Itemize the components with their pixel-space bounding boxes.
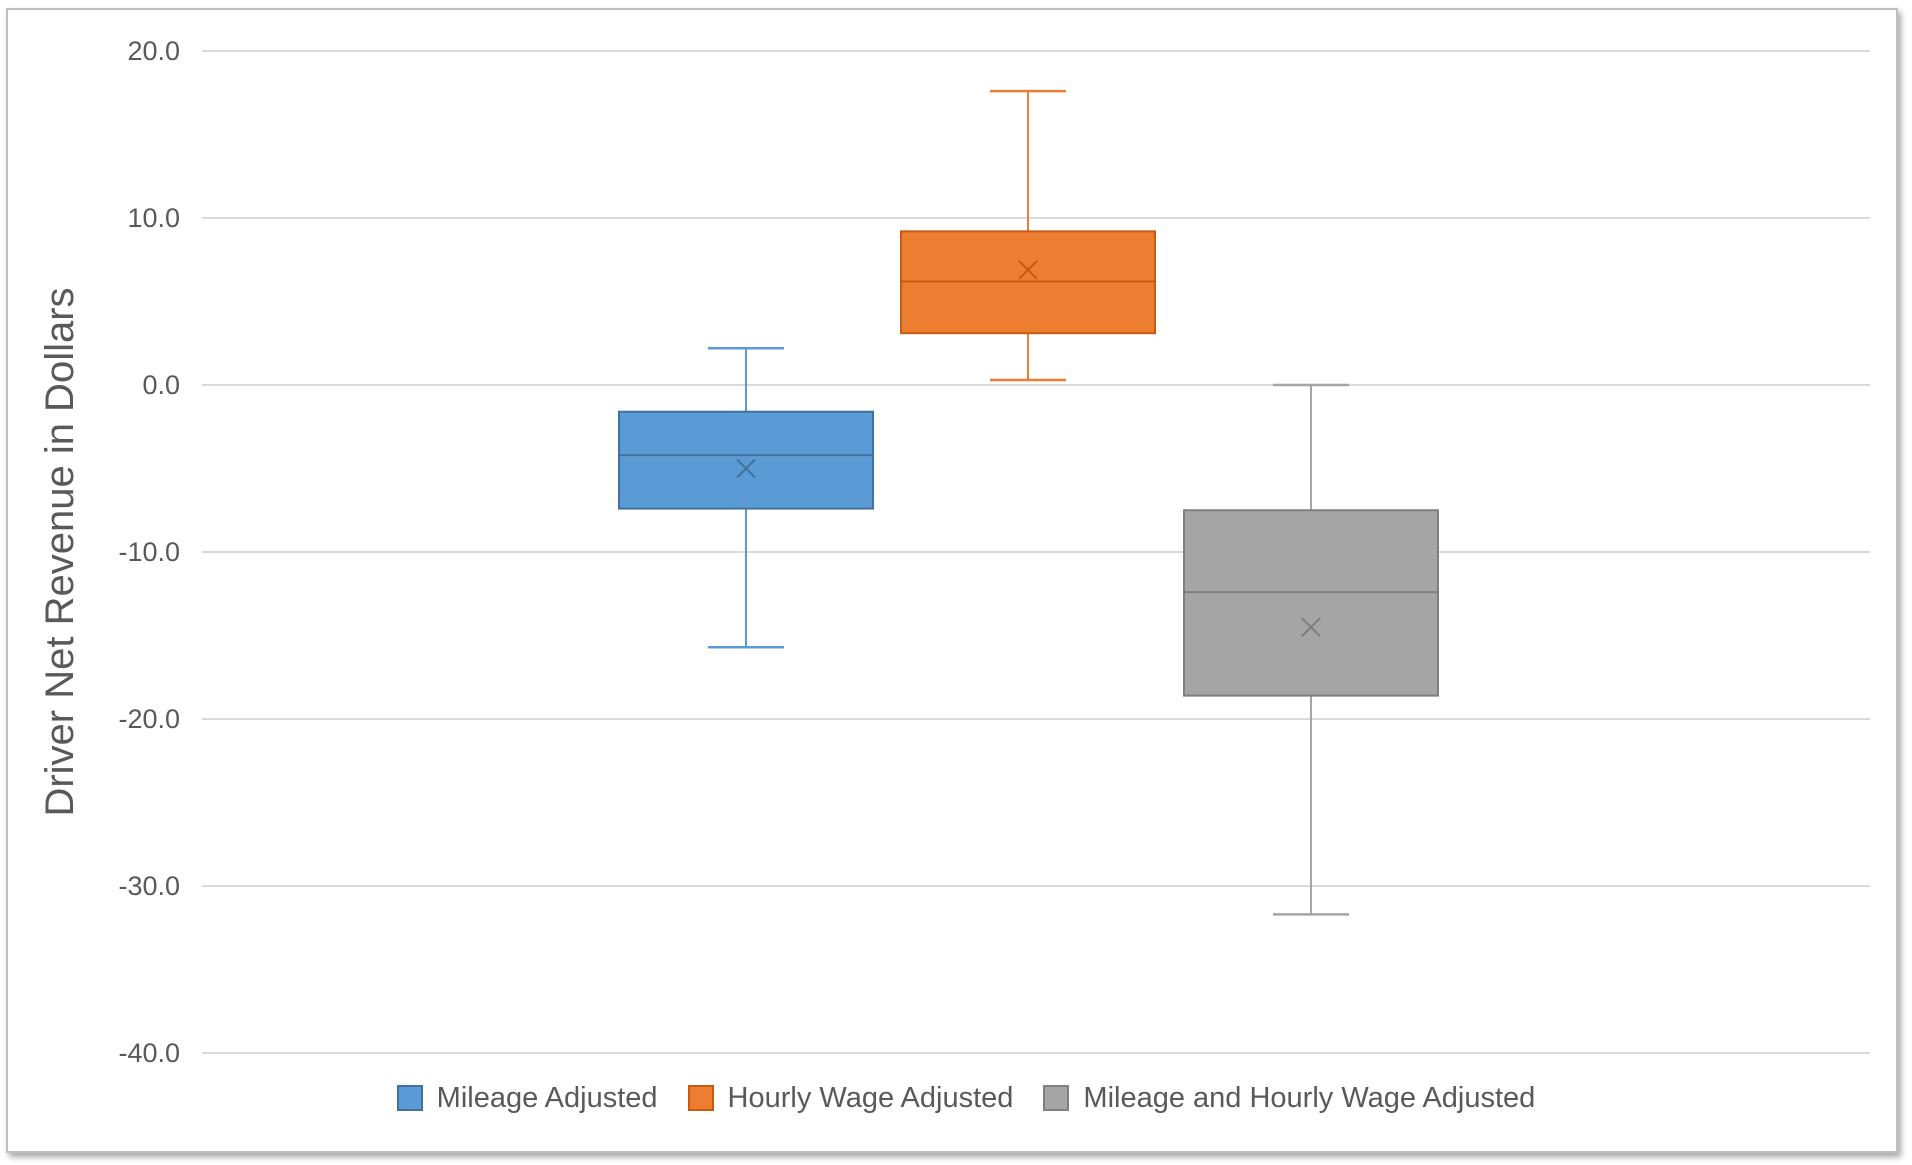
- y-tick-label: 20.0: [127, 36, 180, 66]
- y-tick-label: 0.0: [142, 370, 180, 400]
- y-tick-label: -10.0: [118, 537, 180, 567]
- chart-frame: [6, 8, 1898, 1153]
- gridlines: [202, 50, 1870, 1054]
- mean-marker-stroke: [1018, 260, 1038, 280]
- box-group: [1183, 383, 1439, 916]
- box-group: [618, 347, 874, 649]
- legend-swatch: [687, 1085, 714, 1111]
- legend-item: Mileage Adjusted: [396, 1081, 658, 1115]
- y-tick-label: -40.0: [118, 1038, 180, 1068]
- y-tick-label: -20.0: [118, 704, 180, 734]
- legend: Mileage Adjusted Hourly Wage Adjusted Mile…: [0, 1073, 1912, 1123]
- mean-marker: [1018, 260, 1038, 280]
- y-tick-label: 10.0: [127, 203, 180, 233]
- mean-marker: [1301, 617, 1321, 637]
- mean-marker-stroke: [736, 458, 756, 479]
- boxes: [618, 89, 1439, 916]
- legend-item: Hourly Wage Adjusted: [687, 1081, 1014, 1115]
- legend-swatch: [1043, 1085, 1070, 1111]
- legend-label: Hourly Wage Adjusted: [727, 1081, 1014, 1114]
- y-axis-title: Driver Net Revenue in Dollars: [38, 287, 82, 816]
- legend-item: Mileage and Hourly Wage Adjusted: [1043, 1082, 1535, 1115]
- y-axis-ticks: 20.0 10.0 0.0 -10.0 -20.0 -30.0 -40.0: [118, 36, 180, 1068]
- iqr-box: [1183, 509, 1439, 697]
- legend-label: Mileage Adjusted: [436, 1081, 658, 1114]
- mean-marker: [736, 458, 756, 479]
- iqr-box: [618, 410, 874, 510]
- legend-label: Mileage and Hourly Wage Adjusted: [1083, 1081, 1536, 1114]
- box-group: [900, 89, 1156, 382]
- y-tick-label: -30.0: [118, 871, 180, 901]
- mean-marker-stroke: [1301, 617, 1321, 637]
- legend-swatch: [396, 1085, 423, 1111]
